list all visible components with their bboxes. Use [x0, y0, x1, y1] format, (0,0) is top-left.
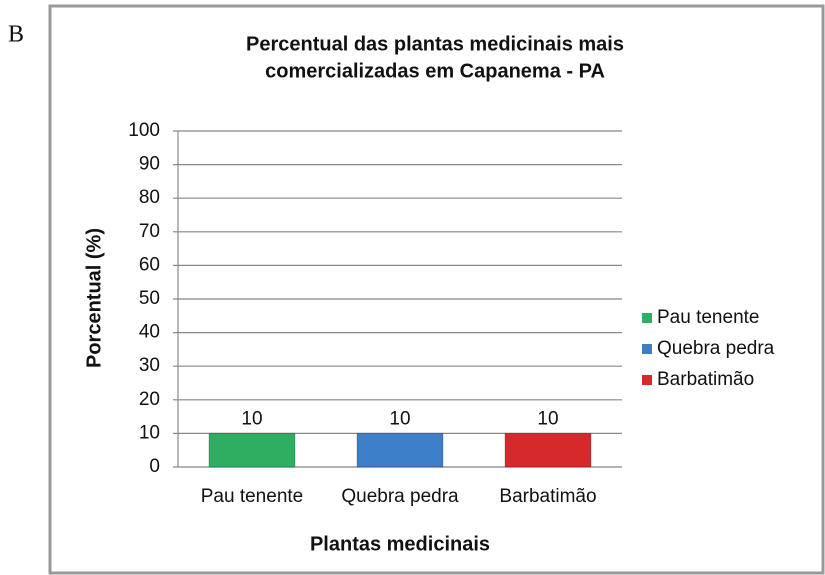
x-tick-label: Quebra pedra [341, 486, 459, 507]
y-tick-label: 30 [139, 355, 160, 376]
data-label: 10 [389, 408, 410, 429]
y-tick-label: 60 [139, 254, 160, 275]
chart-title: Percentual das plantas medicinais mais [246, 33, 624, 55]
x-axis-title: Plantas medicinais [310, 533, 490, 555]
legend-swatch [642, 313, 652, 323]
bar [208, 432, 296, 468]
y-tick-label: 50 [139, 288, 160, 309]
y-tick-label: 40 [139, 322, 160, 343]
y-tick-label: 70 [139, 221, 160, 242]
y-tick-label: 90 [139, 154, 160, 175]
legend-label: Barbatimão [657, 369, 754, 390]
y-tick-label: 80 [139, 187, 160, 208]
y-tick-label: 10 [139, 422, 160, 443]
legend-label: Pau tenente [657, 307, 759, 328]
legend-swatch [642, 344, 652, 354]
panel-label: B [8, 22, 24, 48]
legend-label: Quebra pedra [657, 338, 775, 359]
y-axis-title: Porcentual (%) [83, 228, 105, 368]
legend-swatch [642, 375, 652, 385]
data-label: 10 [241, 408, 262, 429]
x-tick-label: Pau tenente [201, 486, 303, 507]
bar [356, 432, 444, 468]
chart-title: comercializadas em Capanema - PA [265, 60, 605, 82]
y-tick-label: 20 [139, 389, 160, 410]
y-tick-label: 100 [128, 120, 160, 141]
data-label: 10 [537, 408, 558, 429]
chart-frame [48, 4, 825, 575]
bar [504, 432, 592, 468]
x-tick-label: Barbatimão [499, 486, 596, 507]
y-tick-label: 0 [149, 456, 160, 477]
